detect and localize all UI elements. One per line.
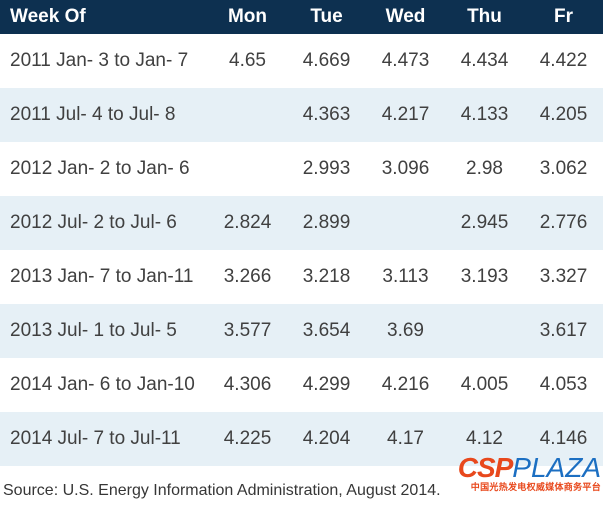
- week-label: 2014 Jul- 7 to Jul-11: [10, 428, 181, 449]
- value-thu: 3.193: [460, 266, 509, 287]
- value-mon: 4.65: [229, 50, 266, 71]
- value-wed: 4.17: [387, 428, 424, 449]
- value-thu: 2.98: [466, 158, 503, 179]
- value-fr: 4.146: [539, 428, 588, 449]
- table-row: 2011 Jan- 3 to Jan- 7 4.65 4.669 4.473 4…: [0, 34, 603, 88]
- value-thu: 4.005: [460, 374, 509, 395]
- value-thu: 4.12: [466, 428, 503, 449]
- cspplaza-logo-text: CSPPLAZA: [458, 454, 601, 482]
- week-label: 2012 Jul- 2 to Jul- 6: [10, 212, 177, 233]
- value-mon: 3.577: [223, 320, 272, 341]
- value-mon: [208, 88, 287, 142]
- value-tue: 4.299: [302, 374, 351, 395]
- col-header-mon: Mon: [208, 0, 287, 34]
- week-label: 2013 Jul- 1 to Jul- 5: [10, 320, 177, 341]
- week-label: 2014 Jan- 6 to Jan-10: [10, 374, 195, 395]
- col-header-tue: Tue: [287, 0, 366, 34]
- value-wed: [366, 196, 445, 250]
- value-fr: 4.053: [539, 374, 588, 395]
- table-body: 2011 Jan- 3 to Jan- 7 4.65 4.669 4.473 4…: [0, 34, 603, 466]
- value-tue: 4.669: [302, 50, 351, 71]
- value-thu: 4.434: [460, 50, 509, 71]
- cspplaza-watermark: CSPPLAZA 中国光热发电权威媒体商务平台: [458, 454, 601, 492]
- table-row: 2012 Jul- 2 to Jul- 6 2.824 2.899 2.945 …: [0, 196, 603, 250]
- col-header-week-of: Week Of: [0, 0, 208, 34]
- col-header-thu: Thu: [445, 0, 524, 34]
- logo-csp: CSP: [457, 452, 514, 483]
- weekly-values-table: Week Of Mon Tue Wed Thu Fr 2011 Jan- 3 t…: [0, 0, 603, 466]
- value-tue: 2.899: [302, 212, 351, 233]
- table-row: 2011 Jul- 4 to Jul- 8 4.363 4.217 4.133 …: [0, 88, 603, 142]
- table-row: 2013 Jul- 1 to Jul- 5 3.577 3.654 3.69 3…: [0, 304, 603, 358]
- value-mon: 2.824: [223, 212, 272, 233]
- source-text: Source: U.S. Energy Information Administ…: [3, 482, 441, 499]
- value-tue: 3.654: [302, 320, 351, 341]
- value-thu: 2.945: [460, 212, 509, 233]
- value-fr: 4.422: [539, 50, 588, 71]
- week-label: 2012 Jan- 2 to Jan- 6: [10, 158, 190, 179]
- value-mon: [208, 142, 287, 196]
- value-fr: 3.617: [539, 320, 588, 341]
- table-row: 2012 Jan- 2 to Jan- 6 2.993 3.096 2.98 3…: [0, 142, 603, 196]
- logo-plaza: PLAZA: [512, 452, 601, 483]
- table-row: 2014 Jan- 6 to Jan-10 4.306 4.299 4.216 …: [0, 358, 603, 412]
- week-label: 2013 Jan- 7 to Jan-11: [10, 266, 194, 287]
- table-row: 2013 Jan- 7 to Jan-11 3.266 3.218 3.113 …: [0, 250, 603, 304]
- value-fr: 3.327: [539, 266, 588, 287]
- value-mon: 4.225: [223, 428, 272, 449]
- value-fr: 2.776: [539, 212, 588, 233]
- logo-tagline: 中国光热发电权威媒体商务平台: [470, 482, 601, 492]
- value-wed: 3.69: [387, 320, 424, 341]
- col-header-wed: Wed: [366, 0, 445, 34]
- value-mon: 3.266: [223, 266, 272, 287]
- week-label: 2011 Jul- 4 to Jul- 8: [10, 104, 176, 125]
- value-tue: 3.218: [302, 266, 351, 287]
- value-wed: 3.113: [382, 266, 429, 287]
- value-thu: 4.133: [460, 104, 509, 125]
- week-label: 2011 Jan- 3 to Jan- 7: [10, 50, 189, 71]
- table-row: 2014 Jul- 7 to Jul-11 4.225 4.204 4.17 4…: [0, 412, 603, 466]
- header-row: Week Of Mon Tue Wed Thu Fr: [0, 0, 603, 34]
- value-wed: 4.216: [381, 374, 430, 395]
- value-wed: 3.096: [381, 158, 430, 179]
- value-tue: 4.204: [302, 428, 351, 449]
- col-header-fr: Fr: [524, 0, 603, 34]
- value-wed: 4.473: [381, 50, 430, 71]
- value-tue: 4.363: [302, 104, 351, 125]
- value-fr: 4.205: [539, 104, 588, 125]
- value-mon: 4.306: [223, 374, 272, 395]
- table-header: Week Of Mon Tue Wed Thu Fr: [0, 0, 603, 34]
- value-tue: 2.993: [302, 158, 351, 179]
- value-wed: 4.217: [381, 104, 430, 125]
- value-fr: 3.062: [539, 158, 588, 179]
- value-thu: [445, 304, 524, 358]
